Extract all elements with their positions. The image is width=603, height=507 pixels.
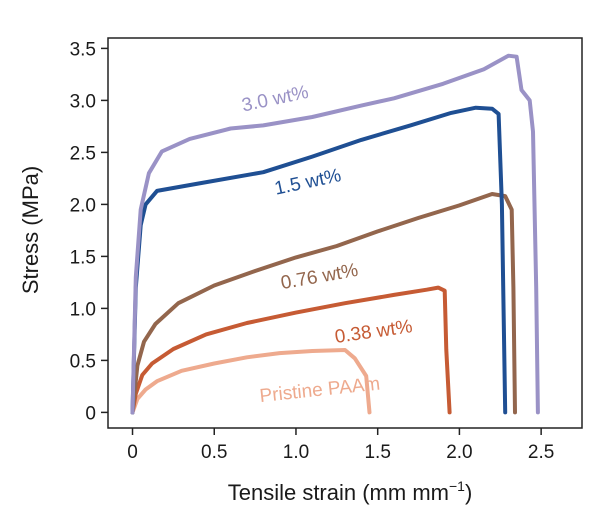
y-axis-title: Stress (MPa) — [18, 166, 43, 294]
y-tick-label: 0.5 — [70, 351, 96, 372]
x-tick-label: 2.0 — [446, 442, 472, 463]
series-line-pristine-paam — [130, 348, 372, 415]
series-label-pristine-paam: Pristine PAAm — [259, 374, 382, 408]
plot-frame — [107, 37, 583, 429]
y-tick-label: 3.5 — [70, 39, 96, 60]
y-tick-label: 1.5 — [70, 247, 96, 268]
y-tick-label: 2.5 — [70, 143, 96, 164]
x-tick-label: 0 — [127, 442, 138, 463]
x-tick-label: 1.5 — [364, 442, 390, 463]
x-tick-label: 0.5 — [201, 442, 227, 463]
y-tick-label: 1.0 — [70, 299, 96, 320]
y-tick-label: 2.0 — [70, 195, 96, 216]
series-label-0-76-wt: 0.76 wt% — [279, 260, 360, 294]
series-label-0-38-wt: 0.38 wt% — [333, 316, 413, 348]
x-axis-title: Tensile strain (mm mm−1) — [228, 478, 473, 505]
y-axis-ticks: 0 0.5 1.0 1.5 2.0 2.5 3.0 3.5 — [70, 39, 108, 424]
x-tick-label: 1.0 — [283, 442, 309, 463]
series-line-0-38-wt — [130, 285, 452, 415]
y-tick-label: 0 — [85, 403, 96, 424]
series-line-0-76-wt — [130, 192, 517, 415]
series-label-1-5-wt: 1.5 wt% — [273, 165, 344, 200]
series-label-3-0-wt: 3.0 wt% — [240, 82, 311, 117]
series-line-3-0-wt — [130, 53, 540, 415]
y-tick-label: 3.0 — [70, 91, 96, 112]
x-tick-label: 2.5 — [528, 442, 554, 463]
x-axis-ticks: 0 0.5 1.0 1.5 2.0 2.5 — [127, 428, 554, 463]
series-line-1-5-wt — [130, 105, 508, 415]
series-lines — [130, 53, 540, 415]
